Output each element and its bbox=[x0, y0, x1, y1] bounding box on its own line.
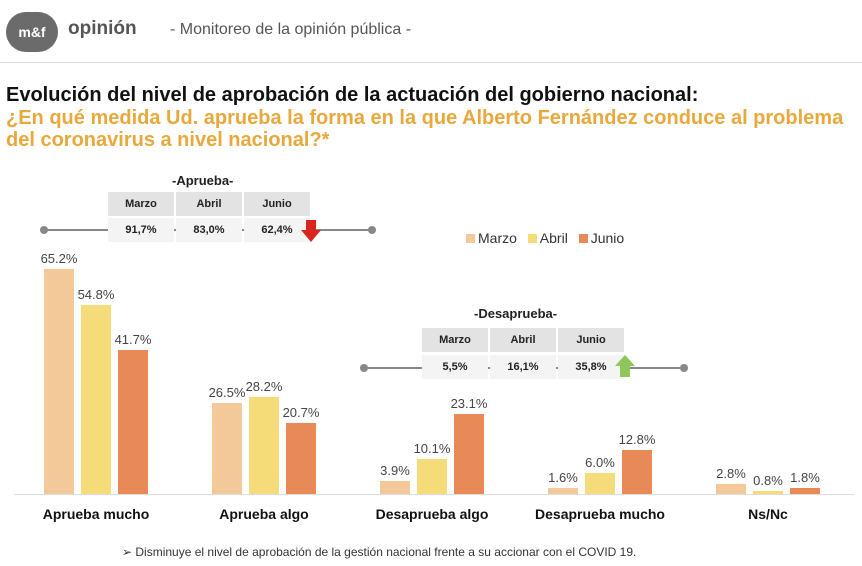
category-label-3: Desaprueba mucho bbox=[535, 506, 665, 522]
data-label-abril-3: 6.0% bbox=[585, 455, 615, 471]
bar-junio-4 bbox=[790, 487, 820, 494]
bar-junio-3 bbox=[622, 449, 652, 494]
bar-marzo-1 bbox=[212, 402, 242, 494]
category-label-1: Aprueba algo bbox=[219, 506, 309, 522]
bar-junio-0 bbox=[118, 350, 148, 494]
legend-label-junio: Junio bbox=[590, 230, 625, 246]
legend-label-abril: Abril bbox=[539, 230, 568, 246]
data-label-marzo-2: 3.9% bbox=[380, 462, 410, 478]
up-arrow-icon bbox=[615, 355, 635, 377]
desaprueba-value-abril: 16,1% bbox=[490, 355, 556, 379]
bar-marzo-2 bbox=[380, 480, 410, 494]
bar-abril-3 bbox=[585, 473, 615, 494]
data-label-abril-2: 10.1% bbox=[413, 441, 451, 457]
legend-swatch-junio bbox=[578, 234, 588, 243]
data-label-abril-4: 0.8% bbox=[753, 473, 783, 489]
data-label-marzo-0: 65.2% bbox=[40, 251, 78, 267]
data-label-junio-3: 12.8% bbox=[618, 431, 656, 447]
footnote: ➢ Disminuye el nivel de aprobación de la… bbox=[122, 545, 637, 559]
data-label-junio-1: 20.7% bbox=[282, 404, 320, 420]
data-label-junio-4: 1.8% bbox=[790, 469, 820, 485]
survey-question: ¿En qué medida Ud. aprueba la forma en l… bbox=[6, 107, 844, 151]
desaprueba-value-marzo: 5,5% bbox=[422, 355, 488, 379]
header: m&f opinión - Monitoreo de la opinión pú… bbox=[0, 0, 862, 64]
category-label-4: Ns/Nc bbox=[748, 506, 788, 522]
header-divider bbox=[0, 62, 862, 63]
data-label-junio-0: 41.7% bbox=[114, 332, 152, 348]
chart-baseline bbox=[14, 494, 854, 495]
desaprueba-header-abril: Abril bbox=[490, 328, 556, 352]
bar-abril-4 bbox=[753, 491, 783, 494]
aprueba-summary-dot-left bbox=[40, 226, 48, 234]
aprueba-header-marzo: Marzo bbox=[108, 192, 174, 216]
data-label-junio-2: 23.1% bbox=[450, 396, 488, 412]
header-subtitle: - Monitoreo de la opinión pública - bbox=[170, 21, 412, 38]
desaprueba-summary-dot-right bbox=[680, 364, 688, 372]
desaprueba-header-marzo: Marzo bbox=[422, 328, 488, 352]
legend-swatch-abril bbox=[527, 234, 537, 243]
desaprueba-value-junio: 35,8% bbox=[558, 355, 624, 379]
bar-marzo-0 bbox=[44, 269, 74, 494]
aprueba-value-marzo: 91,7% bbox=[108, 218, 174, 242]
logo: m&f bbox=[6, 12, 58, 52]
data-label-abril-1: 28.2% bbox=[245, 378, 283, 394]
category-label-2: Desaprueba algo bbox=[375, 506, 489, 522]
legend-label-marzo: Marzo bbox=[478, 230, 517, 246]
bar-junio-2 bbox=[454, 414, 484, 494]
category-label-0: Aprueba mucho bbox=[42, 506, 150, 522]
aprueba-summary-dot-right bbox=[368, 226, 376, 234]
desaprueba-summary-title: -Desaprueba- bbox=[474, 306, 558, 321]
aprueba-summary-title: -Aprueba- bbox=[172, 173, 234, 188]
data-label-marzo-1: 26.5% bbox=[208, 384, 246, 400]
data-label-abril-0: 54.8% bbox=[77, 286, 115, 302]
bar-junio-1 bbox=[286, 422, 316, 494]
aprueba-header-junio: Junio bbox=[244, 192, 310, 216]
aprueba-header-abril: Abril bbox=[176, 192, 242, 216]
bar-marzo-3 bbox=[548, 488, 578, 494]
desaprueba-summary-dot-left bbox=[360, 364, 368, 372]
bar-marzo-4 bbox=[716, 484, 746, 494]
down-arrow-icon bbox=[301, 220, 321, 242]
aprueba-value-junio: 62,4% bbox=[244, 218, 310, 242]
chart-title: Evolución del nivel de aprobación de la … bbox=[6, 84, 699, 106]
data-label-marzo-4: 2.8% bbox=[716, 466, 746, 482]
aprueba-value-abril: 83,0% bbox=[176, 218, 242, 242]
desaprueba-header-junio: Junio bbox=[558, 328, 624, 352]
bar-abril-2 bbox=[417, 459, 447, 494]
bar-abril-1 bbox=[249, 396, 279, 494]
logo-word: opinión bbox=[68, 18, 137, 39]
bar-abril-0 bbox=[81, 304, 111, 494]
data-label-marzo-3: 1.6% bbox=[548, 470, 578, 486]
legend-swatch-marzo bbox=[466, 234, 475, 243]
legend: Marzo Abril Junio bbox=[462, 230, 627, 246]
